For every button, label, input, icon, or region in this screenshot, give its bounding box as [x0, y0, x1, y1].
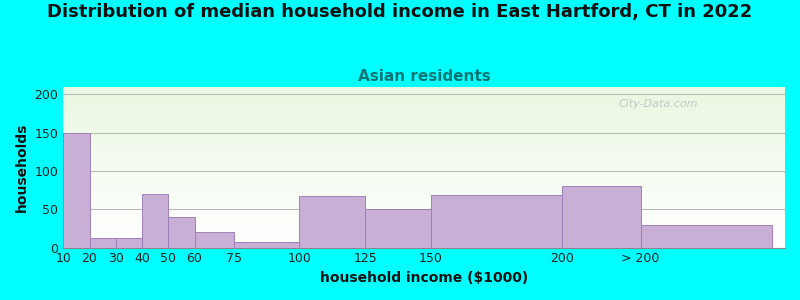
- Title: Asian residents: Asian residents: [358, 69, 490, 84]
- Y-axis label: households: households: [15, 122, 29, 212]
- Bar: [641, 225, 772, 247]
- Bar: [234, 242, 299, 248]
- Bar: [90, 238, 116, 248]
- Bar: [142, 194, 168, 248]
- Bar: [168, 217, 194, 248]
- Bar: [365, 209, 430, 248]
- Bar: [430, 195, 562, 248]
- Bar: [299, 196, 365, 248]
- Text: City-Data.com: City-Data.com: [619, 99, 698, 110]
- Text: Distribution of median household income in East Hartford, CT in 2022: Distribution of median household income …: [47, 3, 753, 21]
- Bar: [63, 133, 90, 248]
- X-axis label: household income ($1000): household income ($1000): [320, 271, 528, 285]
- Bar: [562, 186, 641, 248]
- Bar: [116, 238, 142, 248]
- Bar: [194, 232, 234, 248]
